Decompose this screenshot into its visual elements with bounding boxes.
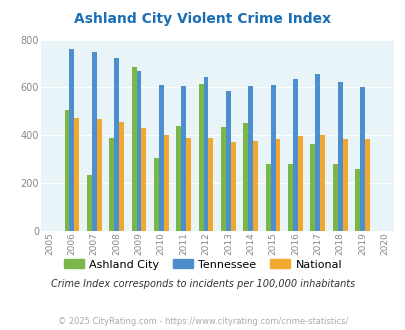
- Text: Ashland City Violent Crime Index: Ashland City Violent Crime Index: [74, 12, 331, 25]
- Bar: [297, 137, 302, 231]
- Bar: [332, 164, 337, 231]
- Bar: [203, 77, 208, 231]
- Bar: [131, 67, 136, 231]
- Bar: [230, 143, 235, 231]
- Bar: [310, 144, 315, 231]
- Bar: [74, 118, 79, 231]
- Bar: [220, 127, 225, 231]
- Bar: [153, 158, 158, 231]
- Text: © 2025 CityRating.com - https://www.cityrating.com/crime-statistics/: © 2025 CityRating.com - https://www.city…: [58, 317, 347, 326]
- Bar: [198, 84, 203, 231]
- Bar: [96, 119, 101, 231]
- Bar: [265, 164, 270, 231]
- Bar: [92, 51, 96, 231]
- Bar: [64, 110, 69, 231]
- Bar: [243, 123, 248, 231]
- Bar: [163, 135, 168, 231]
- Bar: [185, 138, 191, 231]
- Bar: [109, 138, 114, 231]
- Bar: [275, 139, 280, 231]
- Bar: [292, 79, 297, 231]
- Bar: [364, 139, 369, 231]
- Bar: [320, 135, 324, 231]
- Bar: [342, 139, 347, 231]
- Bar: [69, 49, 74, 231]
- Bar: [208, 138, 213, 231]
- Bar: [119, 122, 124, 231]
- Bar: [253, 141, 258, 231]
- Bar: [176, 126, 181, 231]
- Bar: [354, 169, 359, 231]
- Bar: [337, 82, 342, 231]
- Bar: [270, 84, 275, 231]
- Bar: [87, 175, 92, 231]
- Bar: [288, 164, 292, 231]
- Bar: [315, 74, 320, 231]
- Bar: [136, 71, 141, 231]
- Bar: [225, 90, 230, 231]
- Legend: Ashland City, Tennessee, National: Ashland City, Tennessee, National: [59, 255, 346, 274]
- Bar: [359, 87, 364, 231]
- Text: Crime Index corresponds to incidents per 100,000 inhabitants: Crime Index corresponds to incidents per…: [51, 279, 354, 289]
- Bar: [181, 86, 185, 231]
- Bar: [158, 84, 163, 231]
- Bar: [248, 85, 253, 231]
- Bar: [114, 58, 119, 231]
- Bar: [141, 128, 146, 231]
